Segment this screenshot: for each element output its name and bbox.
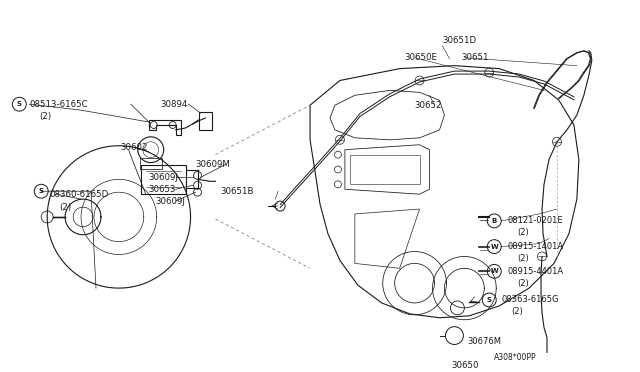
Text: (2): (2) bbox=[39, 112, 51, 121]
Text: S: S bbox=[38, 188, 44, 194]
Text: (2): (2) bbox=[517, 254, 529, 263]
Text: 30652: 30652 bbox=[415, 101, 442, 110]
Text: W: W bbox=[490, 268, 498, 274]
Text: (2): (2) bbox=[511, 307, 523, 316]
Text: 30676M: 30676M bbox=[467, 337, 501, 346]
Text: 30609J: 30609J bbox=[148, 173, 179, 182]
Text: S: S bbox=[17, 101, 22, 107]
Text: 30651D: 30651D bbox=[442, 36, 477, 45]
Text: 30609J: 30609J bbox=[156, 197, 186, 206]
Text: 30653: 30653 bbox=[148, 185, 176, 194]
Text: S: S bbox=[487, 297, 492, 303]
Text: (2): (2) bbox=[517, 279, 529, 288]
Text: 08915-1401A: 08915-1401A bbox=[507, 242, 563, 251]
Bar bbox=[140, 158, 162, 170]
Text: 30650: 30650 bbox=[451, 361, 479, 370]
Text: 08360-6165D: 08360-6165D bbox=[49, 190, 108, 199]
Text: 30609M: 30609M bbox=[196, 160, 230, 169]
Text: (2): (2) bbox=[59, 202, 71, 212]
Text: 30651: 30651 bbox=[461, 53, 489, 62]
Text: (2): (2) bbox=[517, 228, 529, 237]
Text: 30650E: 30650E bbox=[404, 53, 438, 62]
Text: 08513-6165C: 08513-6165C bbox=[29, 100, 88, 109]
Text: W: W bbox=[490, 244, 498, 250]
Bar bbox=[198, 112, 212, 130]
Text: A308*00PP: A308*00PP bbox=[494, 353, 537, 362]
Text: B: B bbox=[492, 218, 497, 224]
Bar bbox=[350, 155, 420, 184]
Bar bbox=[141, 164, 186, 194]
Text: 30602: 30602 bbox=[121, 143, 148, 152]
Text: 08363-6165G: 08363-6165G bbox=[501, 295, 559, 304]
Text: 30894: 30894 bbox=[161, 100, 188, 109]
Text: 30651B: 30651B bbox=[220, 187, 254, 196]
Text: 08915-4401A: 08915-4401A bbox=[507, 267, 563, 276]
Text: 08121-0201E: 08121-0201E bbox=[507, 217, 563, 225]
